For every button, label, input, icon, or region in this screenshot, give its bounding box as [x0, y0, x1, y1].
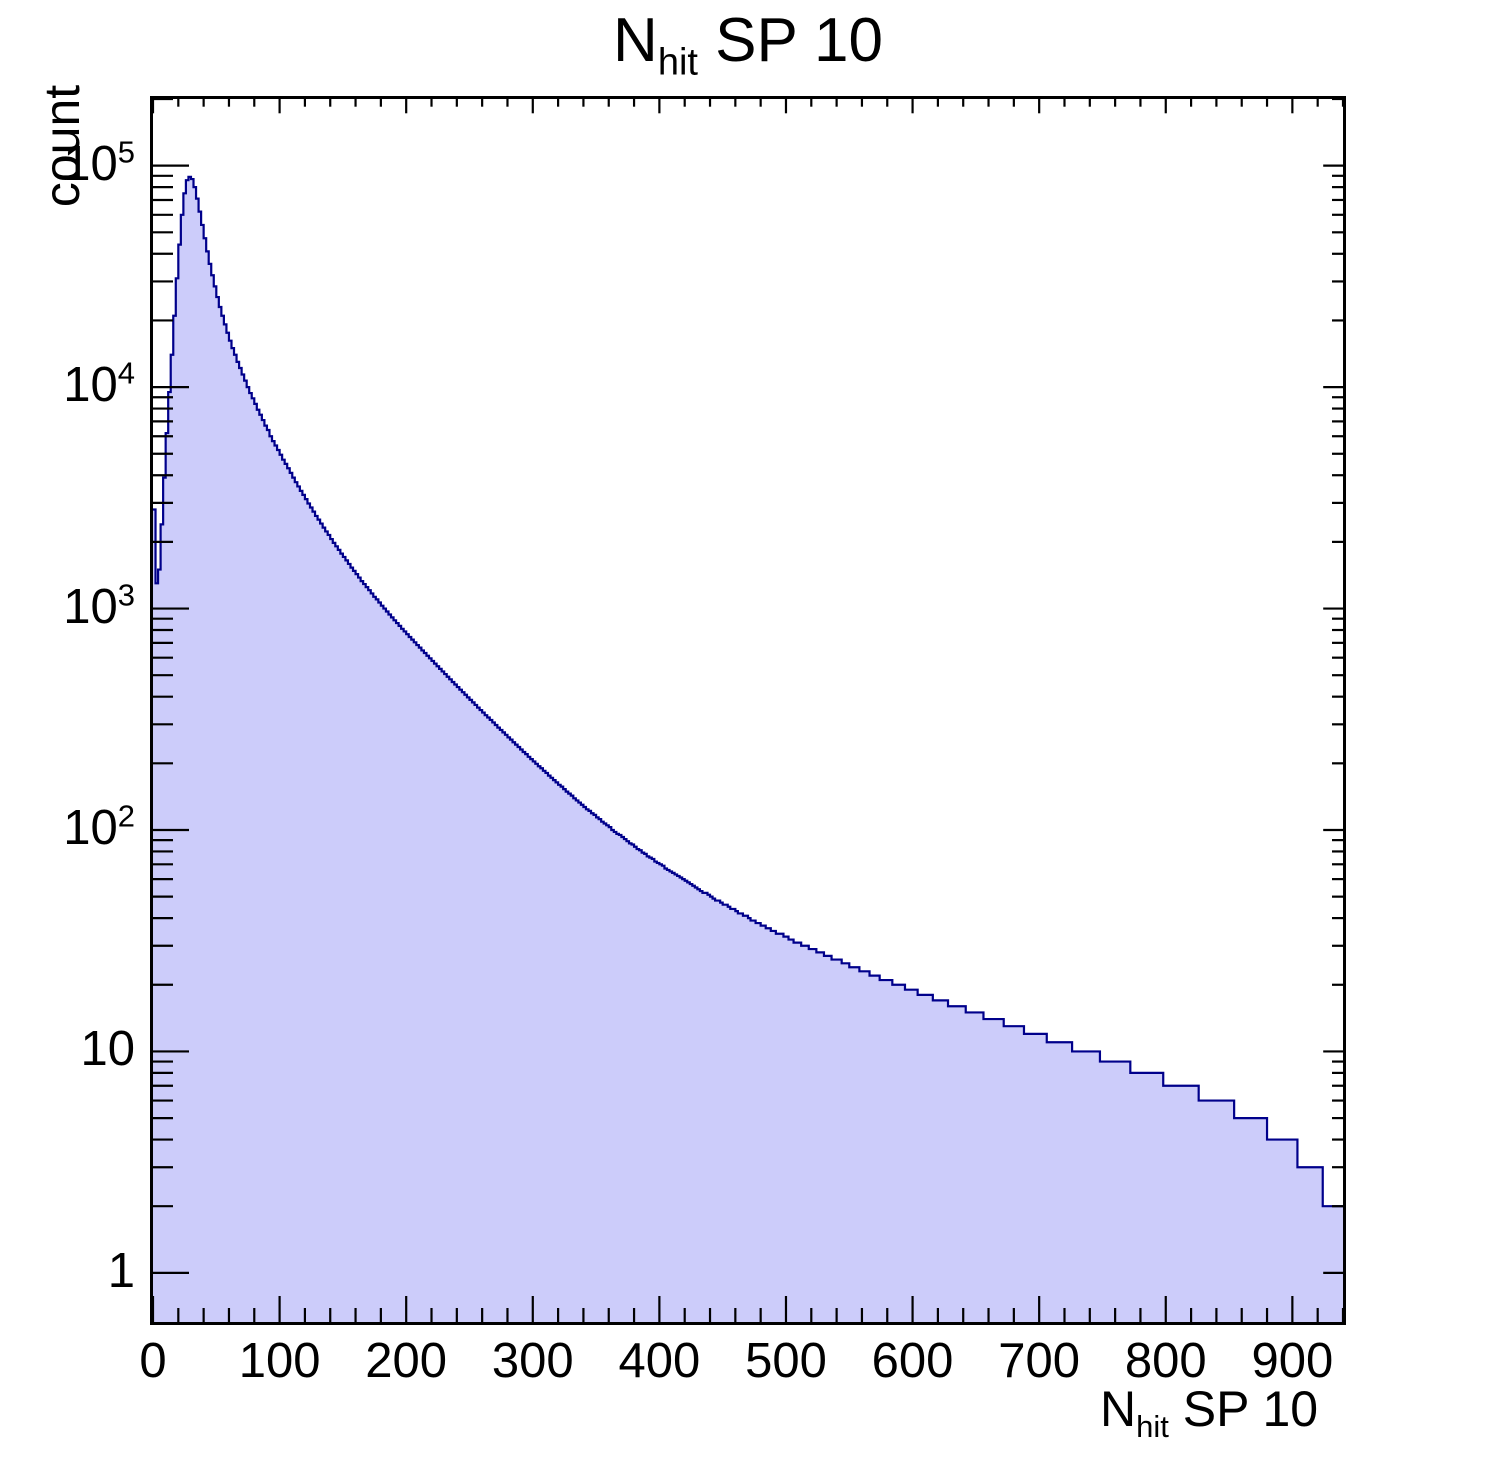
x-tick-label: 400 [618, 1334, 701, 1388]
x-tick-label: 200 [365, 1334, 448, 1388]
y-axis-ticks [153, 99, 1343, 1274]
y-tick-label: 103 [63, 577, 135, 634]
xtitle-rest: SP 10 [1168, 1381, 1319, 1437]
title-subscript: hit [657, 41, 698, 84]
x-tick-label: 300 [491, 1334, 574, 1388]
x-tick-label: 900 [1251, 1334, 1334, 1388]
y-tick-label: 104 [63, 355, 135, 413]
x-tick-label: 700 [998, 1334, 1081, 1388]
histogram-outline [153, 175, 1343, 1208]
x-tick-label: 800 [1124, 1334, 1207, 1388]
x-tick-label: 100 [238, 1334, 321, 1388]
title-base: N [613, 6, 658, 75]
histogram-svg [153, 99, 1343, 1322]
y-tick-label: 105 [63, 134, 135, 191]
y-tick-label: 10 [80, 1022, 135, 1077]
histogram-fill-area [153, 176, 1343, 1322]
plot-frame [150, 96, 1346, 1325]
x-tick-label: 600 [871, 1334, 954, 1388]
page-title: Nhit SP 10 [0, 6, 1496, 81]
xtitle-base: N [1100, 1381, 1137, 1437]
x-axis-ticks [153, 99, 1343, 1322]
x-tick-label: 500 [745, 1334, 827, 1388]
title-rest: SP 10 [697, 6, 883, 75]
x-axis-title: Nhit SP 10 [1100, 1381, 1400, 1442]
xtitle-subscript: hit [1136, 1409, 1169, 1444]
y-tick-label: 1 [107, 1243, 135, 1298]
x-tick-label: 0 [139, 1334, 167, 1388]
y-tick-label: 102 [63, 798, 135, 855]
